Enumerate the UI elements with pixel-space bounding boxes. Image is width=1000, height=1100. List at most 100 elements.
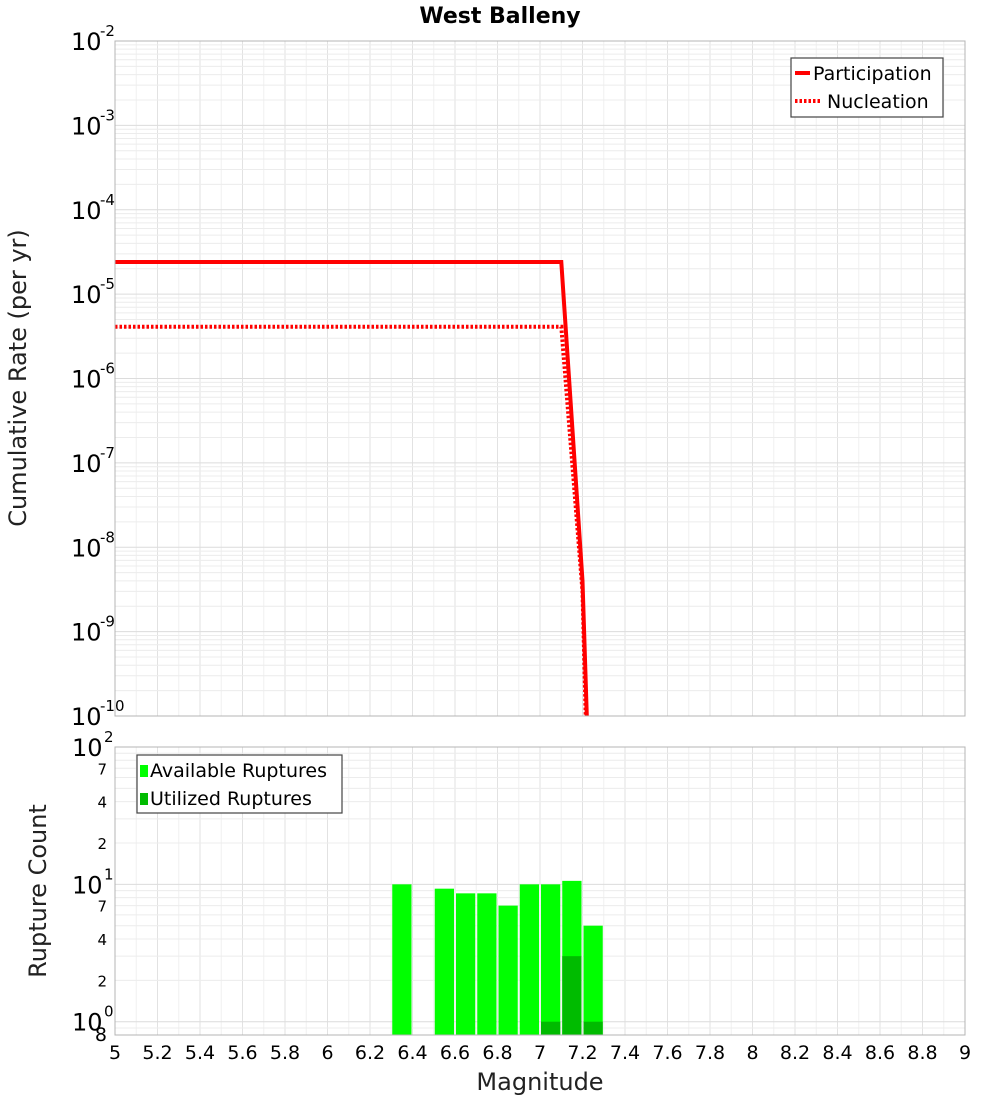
- chart-title: West Balleny: [419, 4, 580, 29]
- legend-participation-label: Participation: [813, 63, 932, 85]
- x-tick-label: 6.8: [482, 1042, 512, 1064]
- rate-y-tick-exponent: -8: [100, 528, 115, 546]
- rate-y-tick-exponent: -3: [100, 106, 115, 124]
- x-tick-label: 5.2: [142, 1042, 172, 1064]
- rate-y-tick-exponent: -6: [100, 360, 115, 378]
- rate-y-tick-base: 10: [71, 197, 102, 225]
- x-tick-label: 7.6: [652, 1042, 682, 1064]
- count-y-tick-exponent: 1: [104, 865, 114, 883]
- count-y-minor-tick: 7: [97, 760, 107, 778]
- x-tick-label: 8.4: [822, 1042, 852, 1064]
- rate-legend: Participation Nucleation: [790, 57, 944, 118]
- count-plot-grid: [114, 746, 966, 1036]
- x-tick-label: 6: [321, 1042, 333, 1064]
- rate-y-tick-exponent: -2: [100, 22, 115, 40]
- x-tick-label: 7.2: [567, 1042, 597, 1064]
- count-y-tick-exponent: 0: [104, 1003, 114, 1021]
- participation-line: [115, 260, 589, 717]
- rate-y-tick-exponent: -9: [100, 613, 115, 631]
- count-y-minor-tick: 4: [97, 794, 107, 812]
- utilized-ruptures-bar: [583, 1021, 603, 1035]
- available-ruptures-bar: [477, 893, 497, 1035]
- count-legend: Available Ruptures Utilized Ruptures: [136, 754, 343, 814]
- rate-y-tick: 10-6: [71, 360, 115, 394]
- count-y-minor-tick: 2: [97, 972, 107, 990]
- legend-utilized-swatch: [140, 793, 148, 805]
- count-y-minor-tick: 4: [97, 931, 107, 949]
- available-ruptures-bar: [541, 884, 561, 1035]
- rate-plot-series: [115, 260, 589, 717]
- available-ruptures-bar: [583, 925, 603, 1035]
- rate-y-tick-base: 10: [71, 112, 102, 140]
- rate-y-tick: 10-10: [71, 697, 125, 731]
- rate-y-tick: 10-4: [71, 191, 115, 225]
- utilized-ruptures-bar: [562, 956, 582, 1035]
- count-y-tick-exponent: 2: [104, 728, 114, 746]
- x-ticks: 5 5.2 5.4 5.6 5.8 6 6.2 6.4 6.6 6.8 7 7.2 7.4 7.6 7.8 8…: [109, 1042, 971, 1064]
- count-y-minor-tick: 7: [97, 898, 107, 916]
- x-tick-label: 7.8: [695, 1042, 725, 1064]
- rate-y-tick-base: 10: [71, 619, 102, 647]
- rate-y-tick: 10-8: [71, 528, 115, 562]
- x-tick-label: 5.6: [227, 1042, 257, 1064]
- count-y-tick-base: 10: [72, 871, 103, 899]
- rate-y-axis-label: Cumulative Rate (per yr): [4, 229, 32, 527]
- legend-nucleation-label: Nucleation: [827, 91, 929, 113]
- available-ruptures-bar: [498, 905, 518, 1035]
- x-tick-label: 8: [746, 1042, 758, 1064]
- rate-plot-grid: [114, 41, 966, 717]
- rate-y-tick: 10-5: [71, 275, 115, 309]
- legend-available-swatch: [140, 765, 148, 777]
- legend-utilized-label: Utilized Ruptures: [150, 788, 312, 810]
- rate-y-tick-exponent: -5: [100, 275, 115, 293]
- count-y-tick: 10 1: [72, 865, 114, 899]
- rate-y-tick: 10-3: [71, 106, 115, 140]
- x-tick-label: 9: [959, 1042, 971, 1064]
- count-y-minor-tick: 2: [97, 835, 107, 853]
- rate-y-tick-base: 10: [71, 703, 102, 731]
- rate-y-tick-exponent: -4: [100, 191, 115, 209]
- rate-y-tick-base: 10: [71, 366, 102, 394]
- count-y-tick: 10 0: [72, 1003, 114, 1037]
- count-y-tick-base: 10: [72, 734, 103, 762]
- x-tick-label: 8.6: [865, 1042, 895, 1064]
- count-y-axis-label: Rupture Count: [24, 804, 52, 978]
- rate-y-tick: 10-2: [71, 22, 115, 56]
- rate-plot-frame: [114, 40, 966, 717]
- count-legend-box: [136, 754, 343, 814]
- count-y-tick-base: 10: [72, 1009, 103, 1037]
- count-plot-bars: [392, 880, 603, 1035]
- x-tick-label: 6.4: [397, 1042, 427, 1064]
- x-axis-label: Magnitude: [476, 1068, 603, 1096]
- nucleation-line: [115, 324, 588, 717]
- available-ruptures-bar: [434, 888, 454, 1035]
- rate-y-tick-base: 10: [71, 281, 102, 309]
- x-tick-label: 6.2: [355, 1042, 385, 1064]
- count-plot-frame: [114, 746, 966, 1036]
- rate-y-tick-exponent: -7: [100, 444, 115, 462]
- legend-available-label: Available Ruptures: [150, 760, 327, 782]
- available-ruptures-bar: [392, 884, 412, 1035]
- x-tick-label: 7.4: [610, 1042, 640, 1064]
- rate-y-tick: 10-9: [71, 613, 115, 647]
- rate-y-tick-exponent: -10: [100, 697, 125, 715]
- rate-y-tick-base: 10: [71, 28, 102, 56]
- rate-legend-box: [790, 57, 944, 118]
- rate-y-tick: 10-7: [71, 444, 115, 478]
- available-ruptures-bar: [456, 893, 476, 1035]
- x-tick-label: 7: [534, 1042, 546, 1064]
- utilized-ruptures-bar: [541, 1021, 561, 1035]
- x-tick-label: 8.8: [907, 1042, 937, 1064]
- rate-y-tick-base: 10: [71, 534, 102, 562]
- available-ruptures-bar: [519, 884, 539, 1035]
- count-y-tick: 10 2: [72, 728, 114, 762]
- count-y-minor-tick: 8: [95, 1024, 107, 1046]
- x-tick-label: 6.6: [440, 1042, 470, 1064]
- x-tick-label: 8.2: [780, 1042, 810, 1064]
- x-tick-label: 5.8: [270, 1042, 300, 1064]
- x-tick-label: 5: [109, 1042, 121, 1064]
- x-tick-label: 5.4: [185, 1042, 215, 1064]
